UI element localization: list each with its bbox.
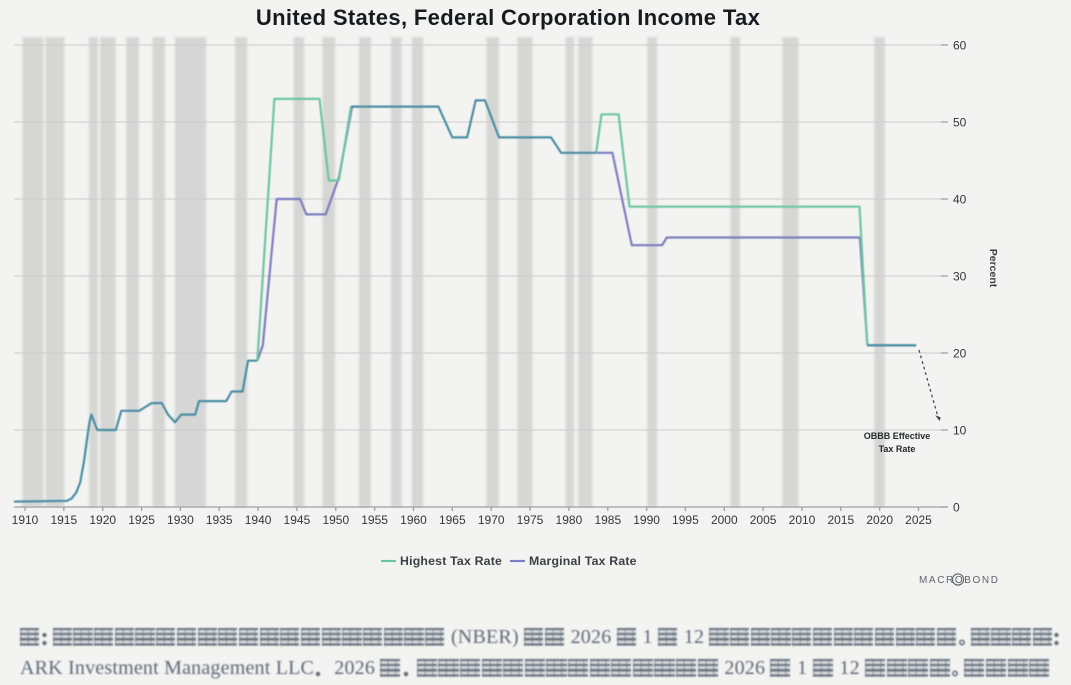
svg-text:0: 0	[953, 500, 960, 514]
svg-text:1965: 1965	[439, 513, 466, 527]
svg-text:1925: 1925	[128, 513, 155, 527]
svg-text:2010: 2010	[789, 513, 816, 527]
svg-text:1975: 1975	[517, 513, 544, 527]
svg-text:OBBB Effective: OBBB Effective	[864, 431, 931, 441]
svg-text:40: 40	[953, 192, 967, 206]
svg-text:1985: 1985	[594, 513, 621, 527]
svg-text:10: 10	[953, 423, 967, 437]
svg-text:1920: 1920	[89, 513, 116, 527]
svg-text:2025: 2025	[905, 513, 932, 527]
svg-text:60: 60	[953, 38, 967, 52]
svg-text:1980: 1980	[556, 513, 583, 527]
svg-text:1945: 1945	[284, 513, 311, 527]
svg-text:1990: 1990	[633, 513, 660, 527]
svg-text:1940: 1940	[245, 513, 272, 527]
svg-text:Marginal Tax Rate: Marginal Tax Rate	[529, 554, 637, 568]
svg-text:1915: 1915	[50, 513, 77, 527]
svg-text:2005: 2005	[750, 513, 777, 527]
svg-text:1960: 1960	[400, 513, 427, 527]
svg-text:Percent: Percent	[987, 249, 999, 288]
svg-text:1955: 1955	[361, 513, 388, 527]
svg-text:1910: 1910	[12, 513, 39, 527]
svg-text:1930: 1930	[167, 513, 194, 527]
svg-text:2020: 2020	[866, 513, 893, 527]
svg-text:2000: 2000	[711, 513, 738, 527]
svg-text:1995: 1995	[672, 513, 699, 527]
svg-text:Highest Tax Rate: Highest Tax Rate	[400, 554, 502, 568]
svg-text:50: 50	[953, 115, 967, 129]
svg-text:2015: 2015	[827, 513, 854, 527]
svg-text:United States, Federal Corpora: United States, Federal Corporation Incom…	[256, 5, 761, 30]
svg-text:1935: 1935	[206, 513, 233, 527]
svg-text:MACROBOND: MACROBOND	[919, 575, 1000, 586]
svg-text:Tax Rate: Tax Rate	[879, 444, 916, 454]
svg-text:1970: 1970	[478, 513, 505, 527]
svg-text:20: 20	[953, 346, 967, 360]
svg-text:1950: 1950	[322, 513, 349, 527]
svg-text:30: 30	[953, 269, 967, 283]
